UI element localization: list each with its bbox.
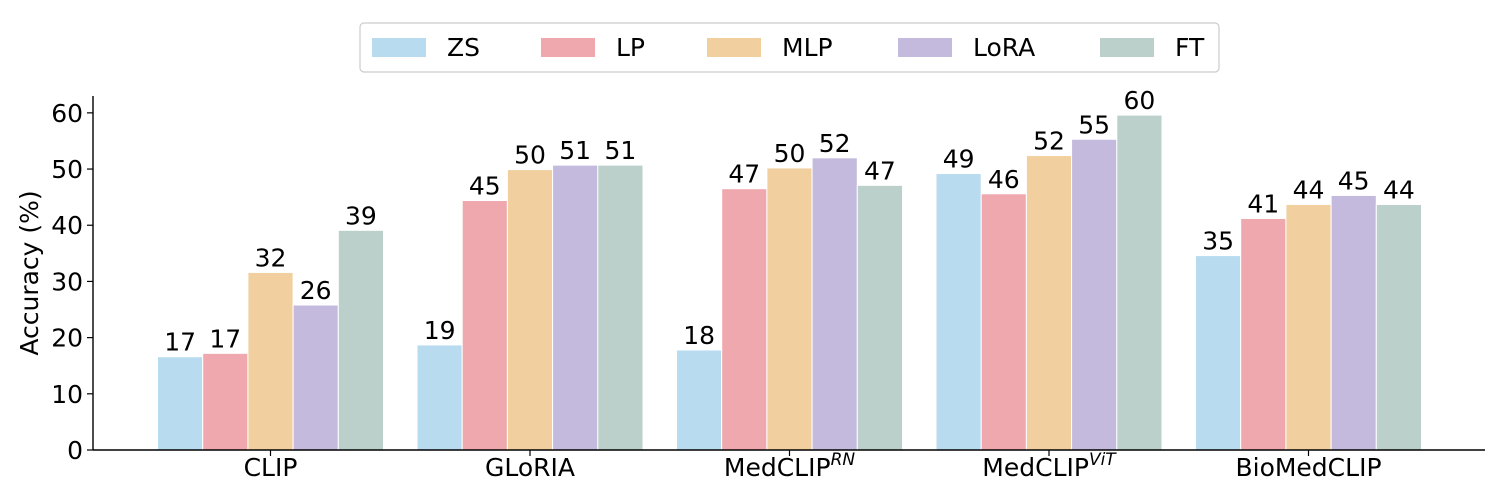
- y-tick-label: 60: [51, 99, 83, 128]
- bar-ft-3: [1116, 114, 1163, 451]
- legend-swatch-zs: [372, 38, 426, 57]
- y-tick-label: 10: [51, 380, 83, 409]
- y-axis-label: Accuracy (%): [15, 190, 44, 355]
- bar-lora-2: [811, 157, 858, 451]
- bar-mlp-2: [766, 167, 813, 451]
- bar-value-label: 26: [300, 276, 332, 305]
- y-tick-label: 0: [67, 436, 83, 465]
- bar-value-label: 17: [164, 328, 196, 357]
- bar-value-label: 52: [819, 129, 851, 158]
- bar-value-label: 35: [1202, 227, 1234, 256]
- bar-lora-0: [292, 304, 339, 451]
- bar-mlp-3: [1025, 155, 1073, 451]
- bar-zs-4: [1195, 255, 1242, 451]
- bar-lp-4: [1240, 218, 1287, 451]
- bar-value-label: 45: [1338, 166, 1370, 195]
- legend-label-zs: ZS: [447, 33, 480, 62]
- bar-ft-4: [1375, 203, 1423, 451]
- bar-value-label: 44: [1293, 175, 1325, 204]
- legend-swatch-ft: [1100, 38, 1154, 57]
- bar-zs-1: [416, 344, 463, 451]
- bar-value-label: 47: [728, 160, 760, 189]
- x-tick-label: MedCLIPViT: [982, 450, 1117, 482]
- bar-lora-1: [552, 164, 599, 451]
- x-tick-label: GLoRIA: [485, 453, 575, 482]
- y-tick-label: 20: [51, 324, 83, 353]
- bar-value-label: 50: [514, 141, 546, 170]
- y-tick-label: 50: [51, 155, 83, 184]
- legend-swatch-lp: [541, 38, 595, 57]
- bar-zs-2: [676, 349, 723, 451]
- bar-ft-2: [856, 184, 903, 451]
- bar-value-label: 51: [559, 136, 591, 165]
- bar-value-label: 47: [864, 156, 896, 185]
- bar-lora-3: [1071, 138, 1118, 451]
- bar-lora-4: [1330, 194, 1377, 451]
- bar-value-label: 45: [469, 172, 501, 201]
- x-tick-label: MedCLIPRN: [724, 450, 855, 482]
- bar-lp-3: [980, 193, 1027, 451]
- bar-mlp-4: [1285, 203, 1332, 451]
- bar-value-label: 51: [604, 136, 636, 165]
- bar-ft-0: [337, 229, 384, 451]
- bar-value-label: 46: [988, 165, 1020, 194]
- bar-value-label: 52: [1033, 127, 1065, 156]
- bar-zs-3: [935, 173, 982, 451]
- y-tick-label: 40: [51, 211, 83, 240]
- bar-value-label: 60: [1123, 86, 1155, 115]
- legend-label-mlp: MLP: [782, 33, 833, 62]
- bar-value-label: 41: [1247, 190, 1279, 219]
- bar-zs-0: [157, 356, 204, 451]
- bar-value-label: 32: [255, 243, 287, 272]
- legend-label-ft: FT: [1175, 33, 1205, 62]
- bar-lp-2: [721, 188, 768, 451]
- legend-swatch-mlp: [707, 38, 761, 57]
- bar-lp-0: [202, 352, 249, 451]
- bar-mlp-1: [506, 169, 554, 451]
- bar-value-label: 49: [943, 145, 975, 174]
- bar-value-label: 39: [345, 201, 377, 230]
- y-tick-label: 30: [51, 267, 83, 296]
- x-tick-label: CLIP: [244, 453, 298, 482]
- x-tick-label: BioMedCLIP: [1235, 453, 1381, 482]
- legend-box: [359, 22, 1220, 73]
- legend-swatch-lora: [898, 38, 952, 57]
- legend-label-lp: LP: [616, 33, 645, 62]
- bar-value-label: 17: [209, 324, 241, 353]
- bar-value-label: 18: [683, 321, 715, 350]
- bar-value-label: 55: [1078, 110, 1110, 139]
- bar-lp-1: [461, 200, 508, 451]
- bar-mlp-0: [247, 271, 294, 451]
- bar-value-label: 19: [424, 316, 456, 345]
- legend-label-lora: LoRA: [973, 33, 1035, 62]
- bar-value-label: 50: [774, 139, 806, 168]
- bar-value-label: 44: [1383, 175, 1415, 204]
- bar-ft-1: [597, 164, 644, 451]
